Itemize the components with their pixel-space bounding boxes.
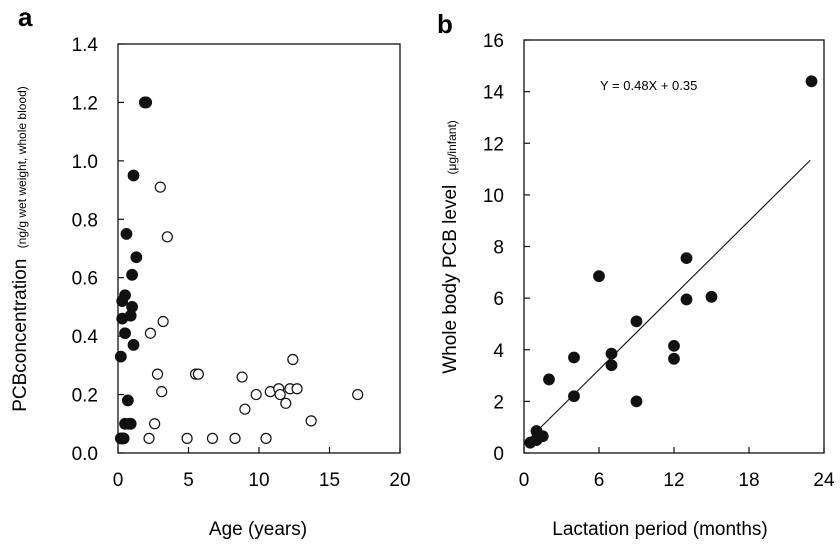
panel-a-open-point [161, 231, 173, 243]
panel-b-y-axis-label: Whole body PCB level (μg/infant) [440, 120, 461, 374]
panel-a-y-tick-label: 0.8 [72, 210, 98, 231]
panel-b-filled-point [536, 430, 549, 443]
panel-b-filled-point [680, 252, 693, 265]
panel-a-open-point [274, 388, 286, 401]
panel-b-y-axis-label-main: Whole body PCB level [440, 185, 461, 374]
panel-a-open-point [149, 418, 161, 430]
panel-a-y-tick-label: 0.6 [72, 269, 98, 290]
panel-a-y-axis-label: PCBconcentration (ng/g wet weight, whole… [10, 86, 31, 412]
panel-a-open-point [352, 388, 364, 401]
panel-b-filled-point [605, 347, 618, 360]
panel-a-open-point [151, 368, 164, 380]
panel-a-y-tick-label: 0.0 [72, 444, 98, 465]
panel-b-filled-point [668, 352, 680, 365]
panel-a-x-axis-label: Age (years) [209, 519, 307, 540]
panel-b-y-tick-label: 16 [483, 31, 504, 52]
panel-b-filled-point [705, 290, 718, 303]
panel-b-filled-point [630, 315, 643, 328]
panel-a-open-point [305, 415, 317, 427]
panel-b-filled-point [543, 373, 555, 386]
panel-a-x-tick-label: 15 [319, 470, 340, 491]
panel-b-filled-point [680, 293, 693, 306]
panel-b-regression-equation: Y = 0.48X + 0.35 [600, 78, 697, 93]
panel-a-letter: a [18, 2, 33, 32]
panel-a-filled-point [127, 339, 140, 351]
panel-b-filled-point [568, 351, 580, 364]
panel-a-open-point [192, 368, 204, 380]
panel-a-filled-point [119, 289, 131, 302]
panel-a-open-point [229, 432, 241, 444]
panel-a-open-point [206, 432, 219, 444]
panel-b-y-tick-label: 0 [493, 444, 504, 465]
panel-a-y-tick-label: 1.4 [72, 35, 99, 56]
panel-a-ticks: 0 5 10 15 20 0.0 0.2 0.4 0.6 0.8 1.0 1.2 1.4 [72, 35, 411, 491]
panel-a-open-point [291, 383, 303, 395]
panel-a-y-tick-label: 0.2 [72, 386, 98, 407]
panel-a-open-point [260, 432, 272, 444]
panel-b-y-tick-label: 8 [493, 238, 504, 259]
panel-a-filled-point [140, 96, 153, 109]
panel-b-filled-point [605, 359, 618, 372]
panel-a-y-tick-label: 1.2 [72, 93, 98, 114]
panel-b-x-axis-label: Lactation period (months) [552, 519, 767, 540]
panel-b-letter: b [437, 9, 453, 39]
panel-a-open-point [154, 181, 166, 193]
panel-b-x-tick-label: 6 [594, 470, 605, 491]
panel-a-y-tick-label: 1.0 [72, 152, 98, 173]
panel-a-open-point [181, 432, 193, 444]
panel-b-x-tick-label: 0 [519, 470, 530, 491]
panel-b-y-tick-label: 14 [483, 83, 505, 104]
panel-b-y-axis-label-sub: (μg/infant) [445, 120, 459, 174]
panel-b-y-tick-label: 4 [493, 341, 504, 362]
panel-b-y-tick-label: 2 [493, 392, 504, 413]
panel-b-y-tick-label: 12 [483, 134, 504, 155]
panel-b-plot-frame [523, 39, 825, 454]
panel-a-y-tick-label: 0.4 [72, 327, 99, 348]
panel-a-filled-point [114, 350, 127, 363]
panel-a-open-point [239, 403, 251, 415]
panel-a-marks [114, 96, 364, 445]
panel-a-filled-point [121, 394, 134, 407]
panel-a-open-point [157, 315, 169, 328]
panel-b-y-tick-label: 6 [493, 289, 504, 310]
panel-a-filled-point [127, 169, 140, 182]
panel-a-filled-point [117, 432, 130, 445]
panel-a: a 0 5 10 15 20 0.0 0.2 0.4 0.6 0.8 1.0 1.2 1.4 Age (… [10, 2, 411, 540]
panel-a-open-point [280, 397, 292, 409]
panel-a-filled-point [119, 327, 131, 340]
panel-a-y-axis-label-main: PCBconcentration [10, 259, 31, 412]
panel-b-filled-point [805, 75, 818, 88]
panel-a-x-tick-label: 20 [389, 470, 410, 491]
panel-b-x-tick-label: 18 [738, 470, 759, 491]
panel-a-x-tick-label: 10 [248, 470, 269, 491]
panel-a-filled-point [126, 268, 139, 281]
panel-b-y-tick-label: 10 [483, 186, 504, 207]
panel-b-filled-point [593, 270, 605, 283]
panel-a-y-axis-label-sub: (ng/g wet weight, whole blood) [15, 86, 29, 248]
panel-a-open-point [156, 386, 168, 398]
panel-b-x-tick-label: 12 [663, 470, 684, 491]
panel-a-open-point [287, 353, 299, 366]
panel-b-filled-point [568, 390, 580, 403]
panel-a-open-point [144, 327, 157, 339]
panel-a-open-point [143, 432, 155, 444]
panel-b-marks [524, 75, 818, 449]
panel-a-filled-point [120, 227, 133, 240]
panel-b-filled-point [630, 395, 643, 408]
panel-b-filled-point [668, 339, 680, 352]
panel-a-filled-point [124, 417, 137, 430]
panel-b-plot-box [523, 39, 825, 454]
panel-a-open-point [236, 371, 248, 383]
panel-a-filled-point [126, 301, 139, 313]
panel-a-filled-point [130, 251, 143, 264]
panel-a-x-tick-label: 5 [183, 470, 194, 491]
panel-b-x-tick-label: 24 [813, 470, 835, 491]
panel-a-x-tick-label: 0 [113, 470, 124, 491]
panel-a-open-point [250, 388, 262, 401]
